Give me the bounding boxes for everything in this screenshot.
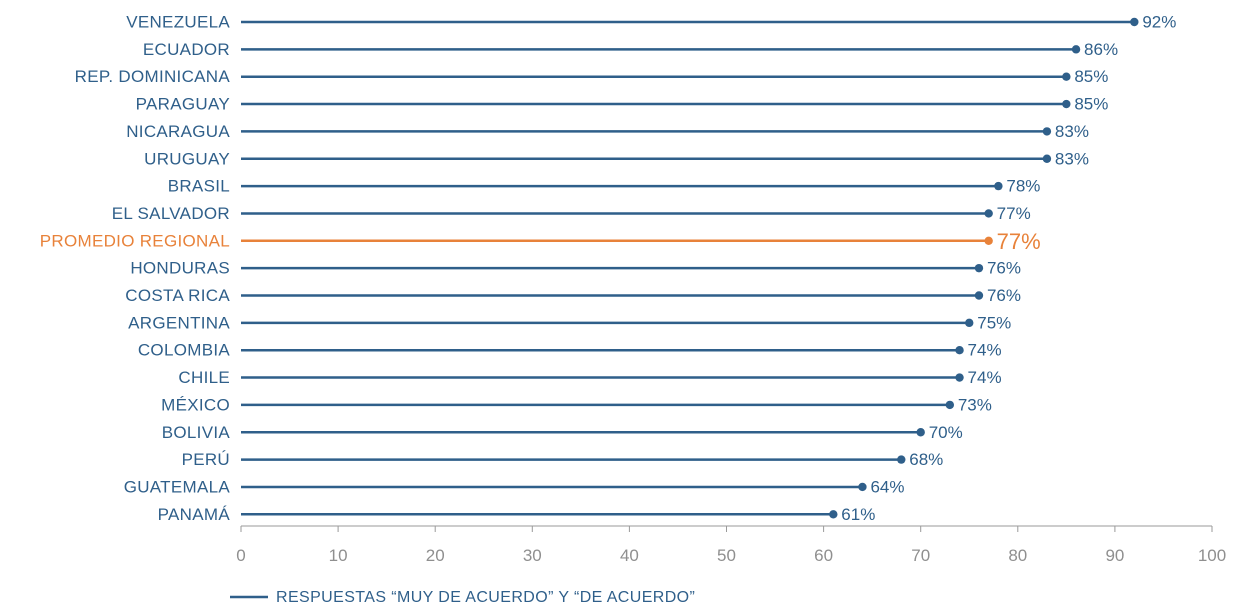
lollipop-dot (897, 455, 906, 464)
category-label: PROMEDIO REGIONAL (40, 231, 230, 250)
lollipop-dot (974, 291, 984, 300)
x-axis: 0 10 20 30 40 50 60 70 80 90 100 (236, 525, 1226, 565)
lollipop-dot (1042, 127, 1052, 136)
category-label: COLOMBIA (138, 341, 231, 360)
lollipop-dot (974, 263, 984, 273)
category-labels: VENEZUELA ECUADOR REP. DOMINICANA PARAGUAY N… (40, 13, 231, 524)
category-label: EL SALVADOR (112, 204, 230, 223)
category-label: CHILE (178, 368, 230, 387)
category-label: BRASIL (168, 177, 230, 196)
category-label: NICARAGUA (126, 122, 230, 141)
lollipop-dot (955, 346, 964, 355)
lollipop-dot (1071, 45, 1081, 54)
lollipop-dot (1130, 17, 1139, 27)
lollipop-dot (858, 482, 867, 492)
lollipop-stems (241, 20, 1135, 516)
category-label: URUGUAY (144, 149, 230, 168)
value-label: 78% (1006, 177, 1040, 196)
value-label: 92% (1142, 13, 1176, 32)
value-label: 68% (909, 450, 943, 469)
category-label: ARGENTINA (128, 313, 230, 332)
lollipop-dot (1042, 154, 1052, 163)
lollipop-dot (945, 400, 955, 410)
lollipop-dot (984, 209, 993, 218)
value-label: 85% (1074, 95, 1108, 114)
value-label: 75% (977, 313, 1011, 332)
category-label: BOLIVIA (162, 423, 231, 442)
category-label: ECUADOR (143, 40, 230, 59)
x-tick-label: 70 (911, 546, 930, 565)
lollipop-dot (829, 510, 838, 519)
value-label: 74% (968, 341, 1002, 360)
value-label: 85% (1074, 67, 1108, 86)
x-tick-label: 30 (523, 546, 542, 565)
x-tick-label: 60 (814, 546, 833, 565)
lollipop-dot (1062, 99, 1071, 109)
value-label: 74% (968, 368, 1002, 387)
x-tick-label: 40 (620, 546, 639, 565)
value-label: 77% (997, 229, 1041, 254)
value-label: 64% (870, 477, 904, 496)
x-tick-label: 100 (1198, 546, 1226, 565)
category-label: PANAMÁ (158, 505, 231, 524)
x-tick-label: 90 (1105, 546, 1124, 565)
value-label: 83% (1055, 122, 1089, 141)
value-label: 61% (841, 505, 875, 524)
category-label: MÉXICO (161, 395, 230, 414)
value-label: 77% (997, 204, 1031, 223)
category-label: REP. DOMINICANA (75, 67, 231, 86)
category-label: PARAGUAY (136, 95, 230, 114)
value-label: 76% (987, 286, 1021, 305)
value-label: 70% (929, 423, 963, 442)
legend: RESPUESTAS “MUY DE ACUERDO” Y “DE ACUERD… (230, 589, 695, 604)
lollipop-dot (994, 181, 1003, 191)
category-label: GUATEMALA (124, 477, 231, 496)
category-label: COSTA RICA (125, 286, 230, 305)
lollipop-dot (916, 428, 925, 437)
lollipop-dot (965, 318, 974, 328)
value-label: 86% (1084, 40, 1118, 59)
x-tick-label: 20 (426, 546, 445, 565)
category-label: HONDURAS (130, 259, 230, 278)
value-label: 83% (1055, 149, 1089, 168)
value-label: 76% (987, 259, 1021, 278)
category-label: VENEZUELA (126, 13, 230, 32)
x-tick-label: 80 (1008, 546, 1027, 565)
lollipop-dots (829, 17, 1139, 519)
x-tick-label: 0 (236, 546, 245, 565)
legend-label: RESPUESTAS “MUY DE ACUERDO” Y “DE ACUERD… (276, 589, 695, 604)
value-label: 73% (958, 395, 992, 414)
lollipop-dot (1062, 72, 1071, 81)
category-label: PERÚ (182, 450, 230, 469)
x-tick-label: 50 (717, 546, 736, 565)
x-tick-label: 10 (329, 546, 348, 565)
lollipop-dot (955, 373, 964, 382)
lollipop-dot (984, 236, 993, 245)
value-labels: 92% 86% 85% 85% 83% 83% 78% 77% 77% 76% 76% 75% 74% 7… (841, 13, 1176, 524)
